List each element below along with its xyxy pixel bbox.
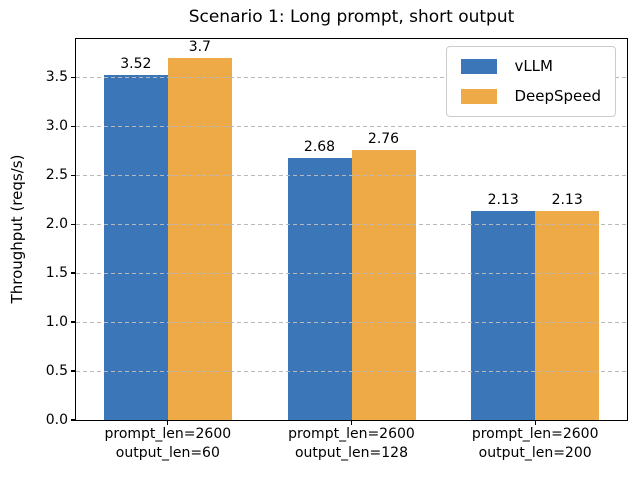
y-tick-mark: [71, 272, 75, 274]
y-tick-mark: [71, 370, 75, 372]
x-tick-label-line: output_len=60: [115, 445, 220, 461]
y-tick-label: 3.5: [45, 69, 68, 86]
bar-value-label: 2.68: [303, 138, 336, 155]
x-tick-label-line: prompt_len=2600: [104, 426, 232, 442]
gridline: [76, 370, 627, 372]
gridline: [76, 174, 627, 176]
bar-vllm-group3: [471, 211, 536, 420]
gridline: [76, 125, 627, 127]
legend: vLLM DeepSpeed: [446, 46, 616, 117]
y-tick-label: 0.0: [45, 412, 68, 428]
bar-value-label: 3.7: [188, 38, 211, 55]
legend-label: vLLM: [514, 57, 553, 75]
bar-vllm-group2: [287, 157, 352, 420]
legend-swatch-deepspeed: [461, 89, 498, 104]
y-tick-mark: [71, 419, 75, 421]
x-tick-label: prompt_len=2600 output_len=60: [76, 425, 260, 463]
legend-item-vllm: vLLM: [461, 57, 601, 76]
x-tick-label-line: prompt_len=2600: [288, 426, 415, 442]
bar-deepspeed-group1: [167, 57, 232, 420]
bar-vllm-group1: [103, 75, 168, 420]
legend-item-deepspeed: DeepSpeed: [461, 87, 601, 106]
y-tick-label: 3.0: [45, 118, 68, 135]
bar-value-label: 2.76: [367, 130, 400, 147]
y-tick-mark: [71, 125, 75, 127]
y-tick-label: 0.5: [45, 363, 68, 380]
x-tick-label-line: output_len=200: [478, 445, 592, 461]
legend-swatch-vllm: [461, 59, 498, 74]
legend-label: DeepSpeed: [514, 87, 601, 105]
x-tick-label: prompt_len=2600 output_len=200: [443, 425, 627, 463]
gridline: [76, 321, 627, 323]
x-tick-mark: [167, 421, 169, 425]
y-tick-mark: [71, 223, 75, 225]
bar-deepspeed-group3: [535, 211, 600, 420]
x-tick-mark: [350, 421, 353, 425]
y-tick-mark: [71, 76, 75, 78]
chart-title: Scenario 1: Long prompt, short output: [188, 7, 515, 27]
x-tick-mark: [534, 421, 536, 425]
gridline: [76, 76, 627, 78]
y-tick-label: 2.0: [45, 216, 68, 233]
bar-value-label: 3.52: [120, 56, 152, 73]
bar-deepspeed-group2: [351, 149, 416, 420]
gridline: [76, 223, 627, 225]
gridline: [76, 272, 627, 274]
y-tick-mark: [71, 321, 75, 323]
x-tick-label-line: output_len=128: [294, 445, 408, 461]
x-tick-label: prompt_len=2600 output_len=128: [260, 425, 444, 463]
y-tick-label: 1.0: [45, 314, 68, 331]
y-tick-mark: [71, 174, 75, 176]
x-tick-label-line: prompt_len=2600: [471, 426, 599, 442]
plot-area: vLLM DeepSpeed 3.52 3.7 2.68 2.76 2.13 2.13: [75, 38, 628, 421]
bar-value-label: 2.13: [551, 192, 583, 209]
y-tick-label: 1.5: [45, 265, 68, 282]
y-tick-label: 2.5: [45, 167, 68, 184]
bar-value-label: 2.13: [487, 192, 519, 209]
